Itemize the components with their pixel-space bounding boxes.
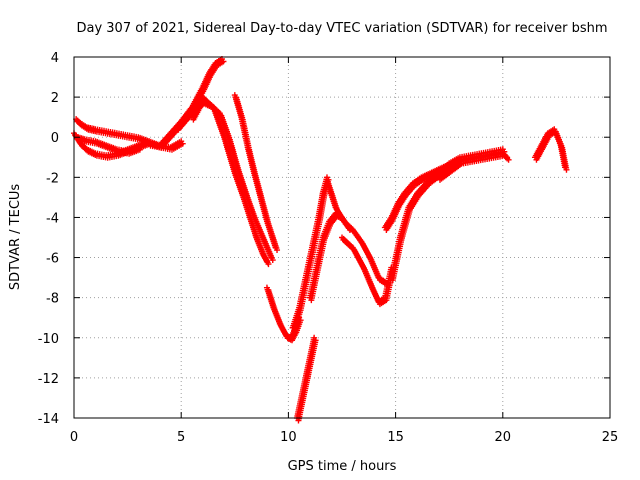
series-arc-second-fall xyxy=(231,92,281,254)
series-arc-climb-2 xyxy=(388,146,508,284)
y-tick-label: -10 xyxy=(38,332,59,347)
plot-frame xyxy=(73,56,611,419)
x-tick-label: 25 xyxy=(602,430,619,445)
x-tick-labels: 0 5 10 15 20 25 xyxy=(70,430,618,445)
y-tick-label: -14 xyxy=(38,412,59,427)
data-point xyxy=(274,247,281,254)
data-point xyxy=(269,257,276,264)
y-axis-label: SDTVAR / TECUs xyxy=(8,184,23,291)
data-point xyxy=(563,166,570,173)
series-arc-morning-rise xyxy=(146,56,227,151)
x-tick-label: 10 xyxy=(280,430,297,445)
y-tick-label: -2 xyxy=(46,171,59,186)
y-tick-label: -8 xyxy=(46,292,59,307)
y-tick-label: 4 xyxy=(51,51,59,66)
y-tick-label: -4 xyxy=(46,211,59,226)
x-tick-label: 0 xyxy=(70,430,78,445)
y-tick-label: -12 xyxy=(38,372,59,387)
data-point xyxy=(265,261,272,268)
series-arc-peak-descent xyxy=(173,98,276,264)
series-arc-steep-fall xyxy=(188,94,272,268)
data-point xyxy=(136,146,143,153)
series-arc-deep-trough xyxy=(263,284,304,344)
data-point xyxy=(179,140,186,147)
data-point xyxy=(220,58,227,65)
y-tick-label: 2 xyxy=(51,91,59,106)
x-tick-label: 20 xyxy=(495,430,512,445)
series-arc-second-trough xyxy=(323,178,390,288)
data-point xyxy=(312,337,319,344)
y-tick-labels: -14 -12 -10 -8 -6 -4 -2 0 2 4 xyxy=(38,51,59,427)
x-axis-label: GPS time / hours xyxy=(288,459,397,474)
y-tick-label: -6 xyxy=(46,252,59,267)
series-arc-early-upper xyxy=(73,116,154,147)
x-tick-label: 5 xyxy=(177,430,185,445)
series-arc-late-isolated xyxy=(531,126,570,173)
series-arc-late-band xyxy=(435,150,512,183)
axis-ticks xyxy=(73,56,611,419)
data-marks xyxy=(71,56,570,424)
series-arc-recovery-1 xyxy=(289,174,332,334)
chart-title: Day 307 of 2021, Sidereal Day-to-day VTE… xyxy=(76,21,607,36)
series-arc-second-dip xyxy=(339,234,396,308)
y-tick-label: 0 xyxy=(51,131,59,146)
data-point xyxy=(505,156,512,163)
x-tick-label: 15 xyxy=(387,430,404,445)
series-arc-plunge xyxy=(293,334,319,424)
